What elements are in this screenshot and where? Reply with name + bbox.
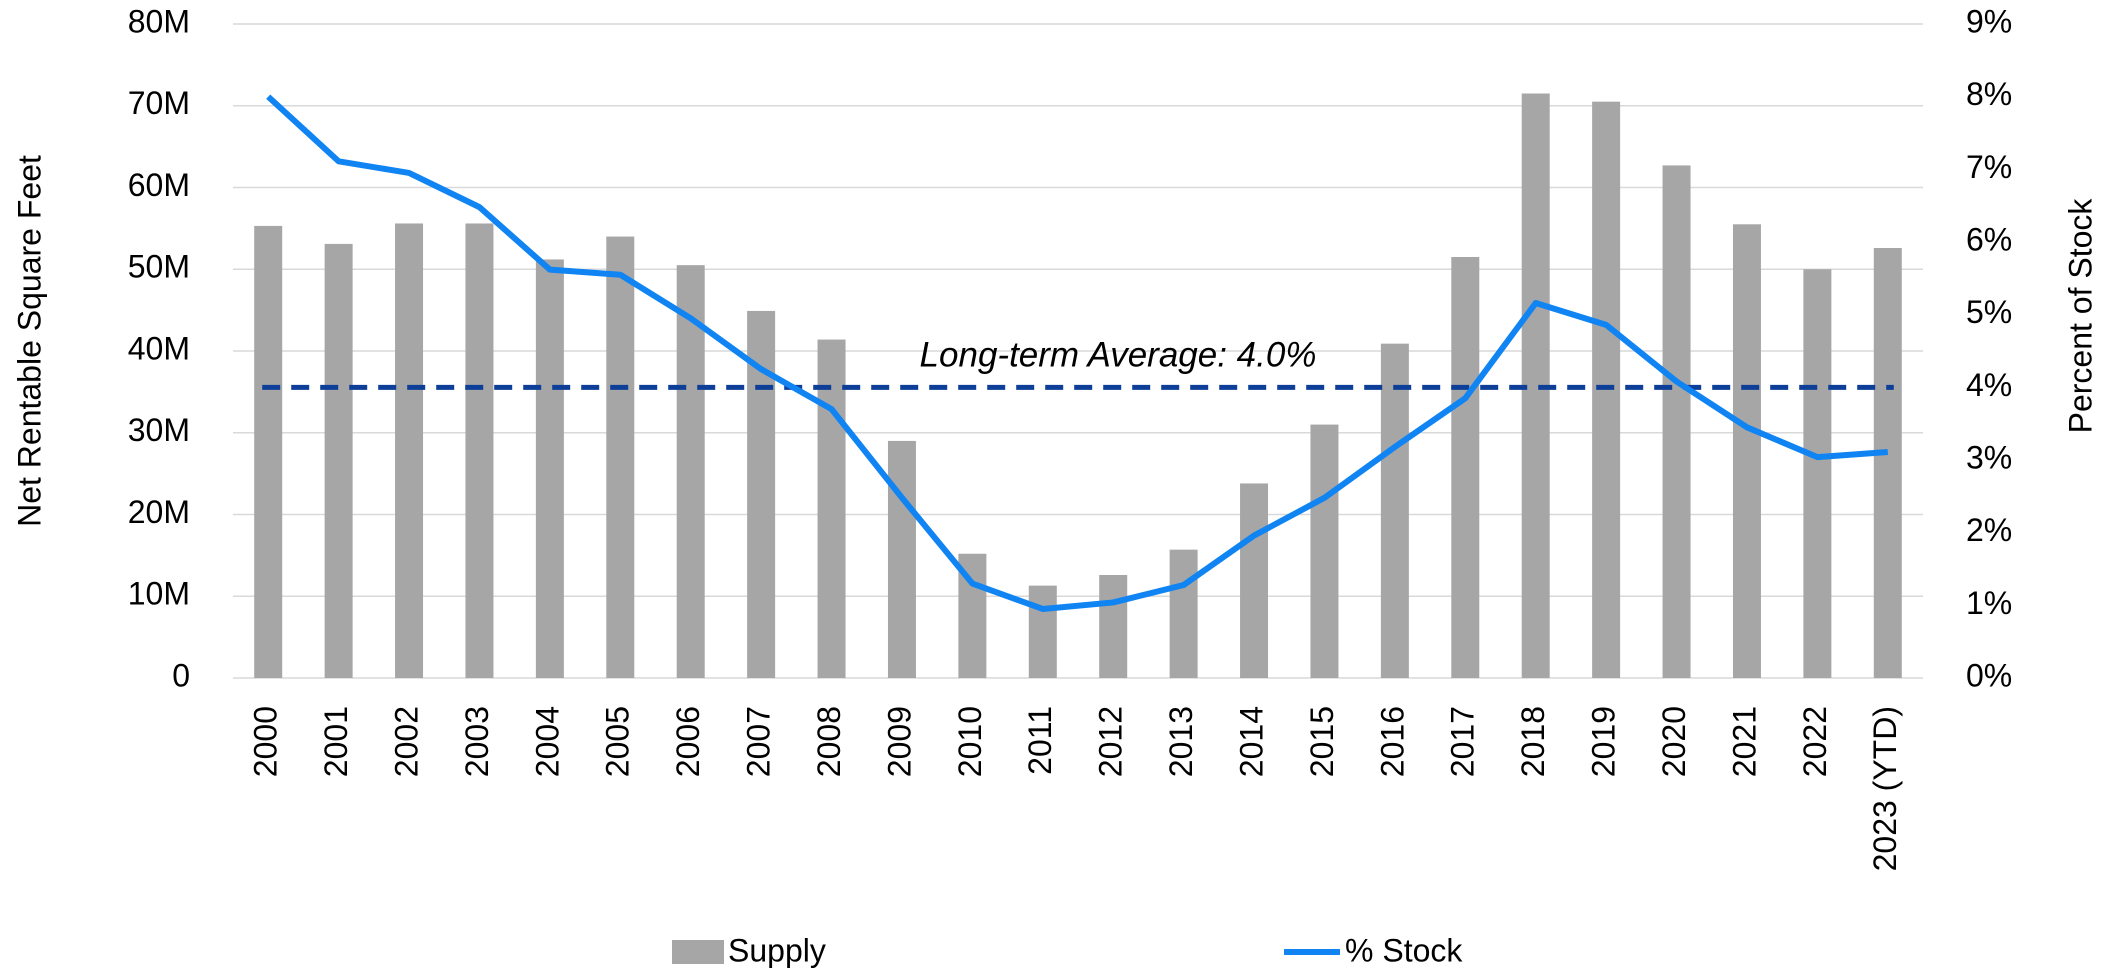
bar: [1310, 424, 1339, 678]
bar: [1380, 343, 1409, 678]
bar: [606, 236, 635, 679]
x-tick-label: 2022: [1797, 706, 1833, 777]
x-tick-label: 2018: [1515, 706, 1551, 777]
y2-tick-label: 7%: [1966, 149, 2012, 185]
bar: [324, 243, 353, 678]
bar: [1240, 483, 1269, 678]
line: [266, 94, 1889, 612]
bar: [676, 265, 705, 678]
y2-tick-label: 9%: [1966, 3, 2012, 39]
bar: [1732, 224, 1761, 678]
x-tick-label: 2002: [388, 706, 424, 777]
x-tick-label: 2013: [1163, 706, 1199, 777]
x-tick-label: 2012: [1093, 706, 1129, 777]
x-tick-label: 2015: [1304, 706, 1340, 777]
x-tick-label: 2007: [741, 706, 777, 777]
bar: [1451, 256, 1480, 678]
annotation: Long-term Average: 4.0%: [920, 335, 1317, 374]
legend-label: % Stock: [1345, 932, 1463, 968]
y-tick-label: 70M: [128, 85, 190, 121]
x-tick-label: 2005: [600, 706, 636, 777]
y2-tick-label: 0%: [1966, 657, 2012, 693]
y-tick-label: 60M: [128, 167, 190, 203]
bar: [1028, 585, 1057, 678]
y-tick-label: 40M: [128, 330, 190, 366]
y2-axis-title: Percent of Stock: [2062, 198, 2098, 434]
x-tick-label: 2010: [952, 706, 988, 777]
x-tick-label: 2014: [1233, 706, 1269, 777]
y2-tick-label: 6%: [1966, 221, 2012, 257]
y-tick-label: 50M: [128, 249, 190, 285]
y2-tick-label: 8%: [1966, 76, 2012, 112]
y-tick-label: 80M: [128, 3, 190, 39]
x-tick-label: 2016: [1374, 706, 1410, 777]
x-tick-label: 2017: [1445, 706, 1481, 777]
y2-tick-label: 4%: [1966, 367, 2012, 403]
x-tick-label: 2004: [529, 706, 565, 777]
bar: [1873, 247, 1902, 678]
legend-swatch: [672, 940, 724, 964]
bar: [817, 339, 846, 678]
bar: [395, 223, 424, 678]
bar: [465, 223, 494, 678]
bar: [1662, 165, 1691, 679]
x-tick-label: 2023 (YTD): [1867, 706, 1903, 871]
y2-tick-label: 1%: [1966, 585, 2012, 621]
y2-tick-label: 5%: [1966, 294, 2012, 330]
x-tick-label: 2009: [881, 706, 917, 777]
y-axis-title: Net Rentable Square Feet: [11, 155, 47, 527]
legend-label: Supply: [728, 932, 826, 968]
x-tick-label: 2011: [1022, 706, 1058, 775]
y-tick-label: 10M: [128, 576, 190, 612]
bar: [254, 225, 283, 679]
x-tick-label: 2020: [1656, 706, 1692, 777]
x-tick-label: 2008: [811, 706, 847, 777]
x-tick-label: 2000: [248, 706, 284, 777]
y-tick-label: 0: [172, 657, 190, 693]
bar: [1803, 269, 1832, 678]
bar: [887, 440, 916, 678]
bar: [1099, 574, 1128, 678]
x-tick-label: 2021: [1726, 706, 1762, 777]
y-tick-label: 20M: [128, 494, 190, 530]
x-tick-label: 2003: [459, 706, 495, 777]
x-tick-label: 2019: [1586, 706, 1622, 777]
x-tick-label: 2006: [670, 706, 706, 777]
y-tick-label: 30M: [128, 412, 190, 448]
bar: [535, 259, 564, 678]
y2-tick-label: 2%: [1966, 512, 2012, 548]
x-tick-label: 2001: [318, 706, 354, 777]
y2-tick-label: 3%: [1966, 439, 2012, 475]
bar: [1169, 549, 1198, 678]
